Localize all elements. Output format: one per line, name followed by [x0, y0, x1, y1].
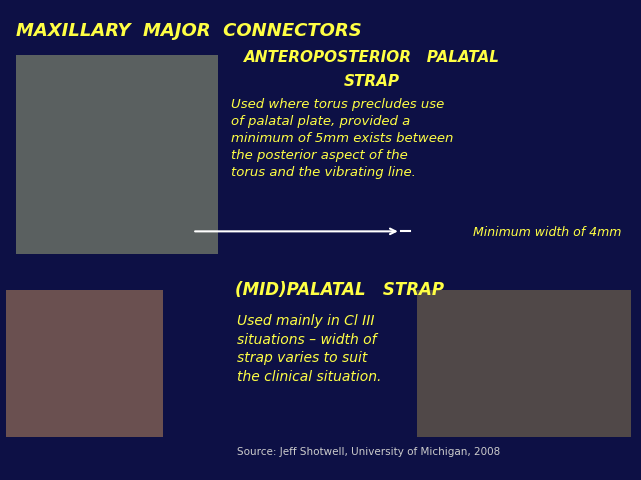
- Text: Minimum width of 4mm: Minimum width of 4mm: [474, 226, 622, 240]
- Text: MAXILLARY  MAJOR  CONNECTORS: MAXILLARY MAJOR CONNECTORS: [16, 22, 362, 40]
- Text: Used where torus precludes use
of palatal plate, provided a
minimum of 5mm exist: Used where torus precludes use of palata…: [231, 98, 453, 180]
- Bar: [417, 290, 631, 437]
- Text: Source: Jeff Shotwell, University of Michigan, 2008: Source: Jeff Shotwell, University of Mic…: [237, 447, 501, 457]
- Bar: [6, 290, 163, 437]
- Text: (MID)PALATAL   STRAP: (MID)PALATAL STRAP: [235, 281, 444, 299]
- Text: STRAP: STRAP: [344, 74, 400, 89]
- Bar: [16, 55, 218, 254]
- Text: ANTEROPOSTERIOR   PALATAL: ANTEROPOSTERIOR PALATAL: [244, 50, 500, 65]
- Text: Used mainly in Cl III
situations – width of
strap varies to suit
the clinical si: Used mainly in Cl III situations – width…: [237, 314, 381, 384]
